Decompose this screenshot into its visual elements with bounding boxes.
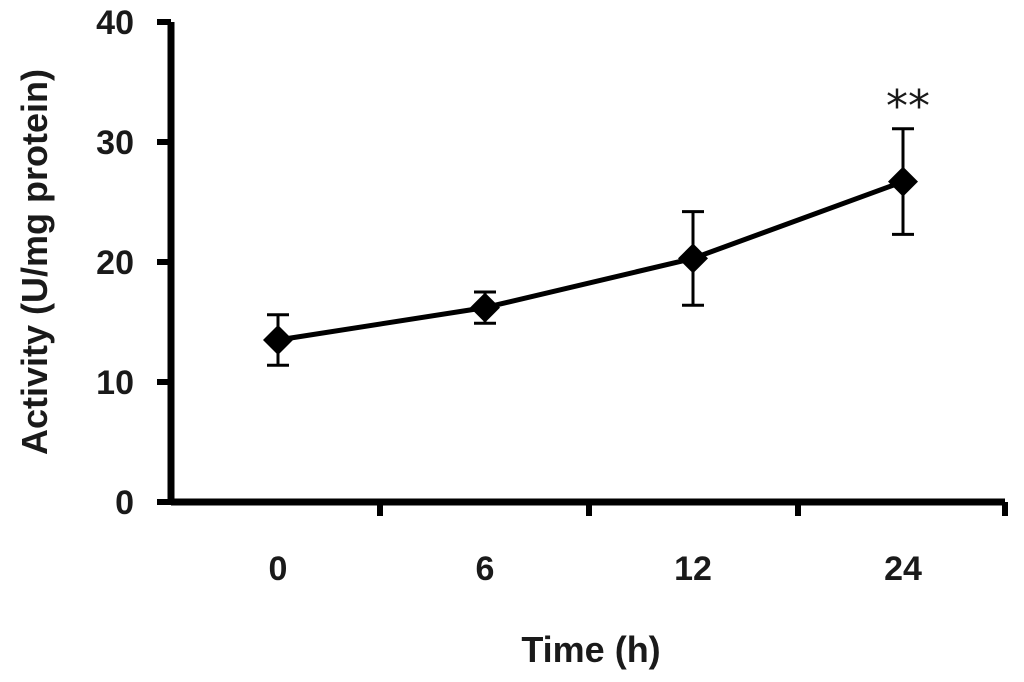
y-tick-label: 20 — [96, 244, 134, 282]
error-bars — [267, 127, 914, 367]
data-point-marker — [678, 243, 708, 274]
x-tick-label: 24 — [884, 550, 922, 588]
x-tick-label: 0 — [269, 550, 288, 588]
y-tick-label: 0 — [115, 484, 134, 522]
data-point-marker — [263, 325, 293, 355]
x-tick-label: 12 — [674, 550, 712, 588]
series-line — [277, 179, 904, 343]
data-point-marker — [888, 166, 918, 197]
x-tick-label: 6 — [476, 550, 495, 588]
y-tick-label: 40 — [96, 4, 134, 42]
x-axis-ticks: 0 6 12 24 — [269, 502, 1008, 588]
annotations: ** — [886, 81, 930, 132]
x-axis-title: Time (h) — [521, 629, 660, 670]
y-axis-ticks: 0 10 20 30 40 — [96, 4, 171, 522]
data-markers — [263, 166, 918, 355]
data-point-marker — [470, 292, 500, 323]
y-tick-label: 10 — [96, 364, 134, 402]
y-tick-label: 30 — [96, 124, 134, 162]
significance-annotation: ** — [886, 81, 930, 132]
y-axis-title: Activity (U/mg protein) — [14, 69, 55, 455]
